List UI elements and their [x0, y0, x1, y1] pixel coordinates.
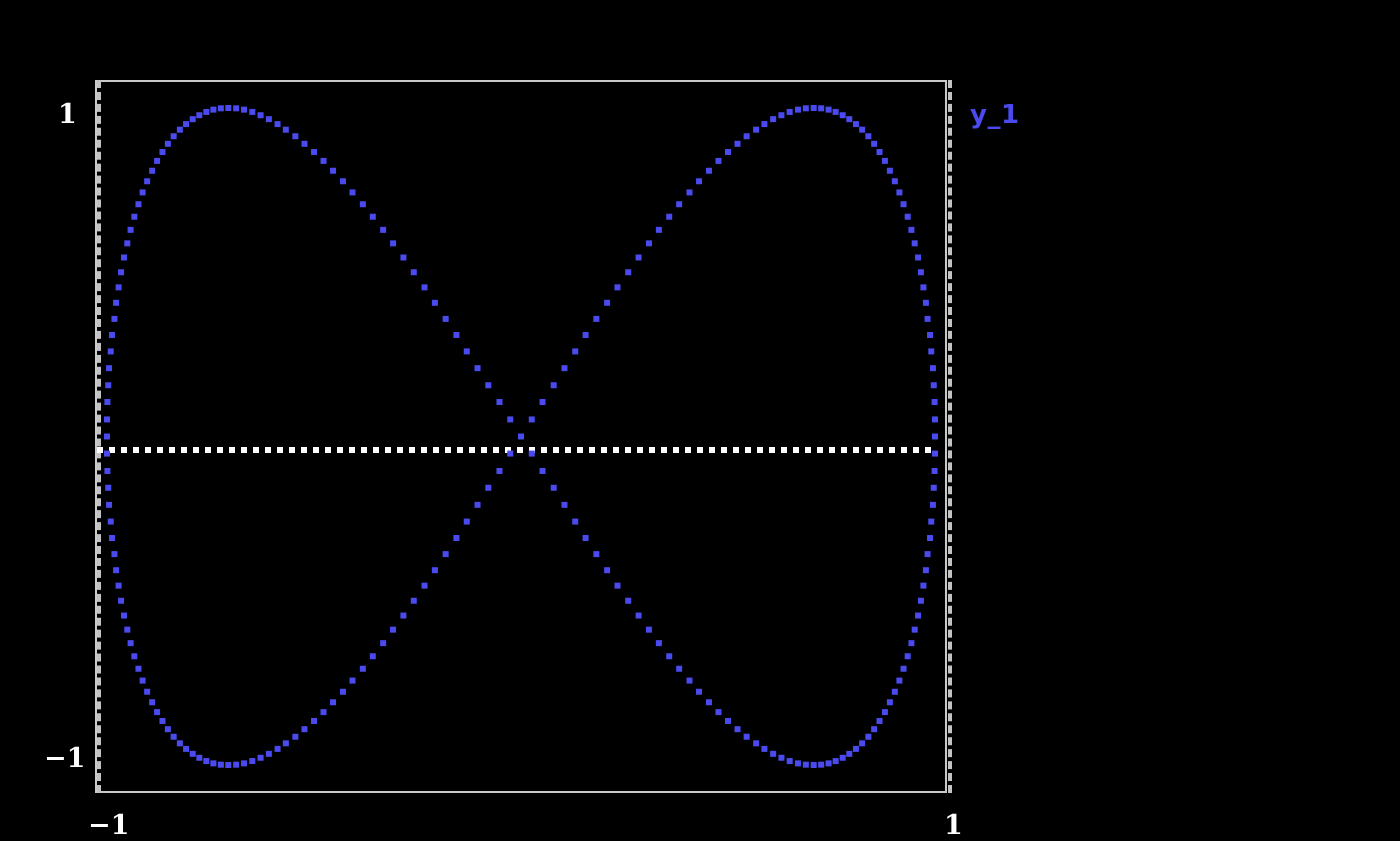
y-axis-tick-label-bottom: −1: [44, 743, 86, 774]
plot-frame: [95, 80, 947, 793]
axis-line-left: [97, 80, 101, 793]
axis-line-right: [948, 80, 952, 793]
x-axis-tick-label-left: −1: [88, 810, 130, 841]
series-legend-label-y1: y_1: [970, 100, 1020, 130]
zero-reference-line: [97, 447, 947, 453]
x-axis-tick-label-right: 1: [944, 810, 963, 841]
y-axis-tick-label-top: 1: [58, 99, 77, 130]
